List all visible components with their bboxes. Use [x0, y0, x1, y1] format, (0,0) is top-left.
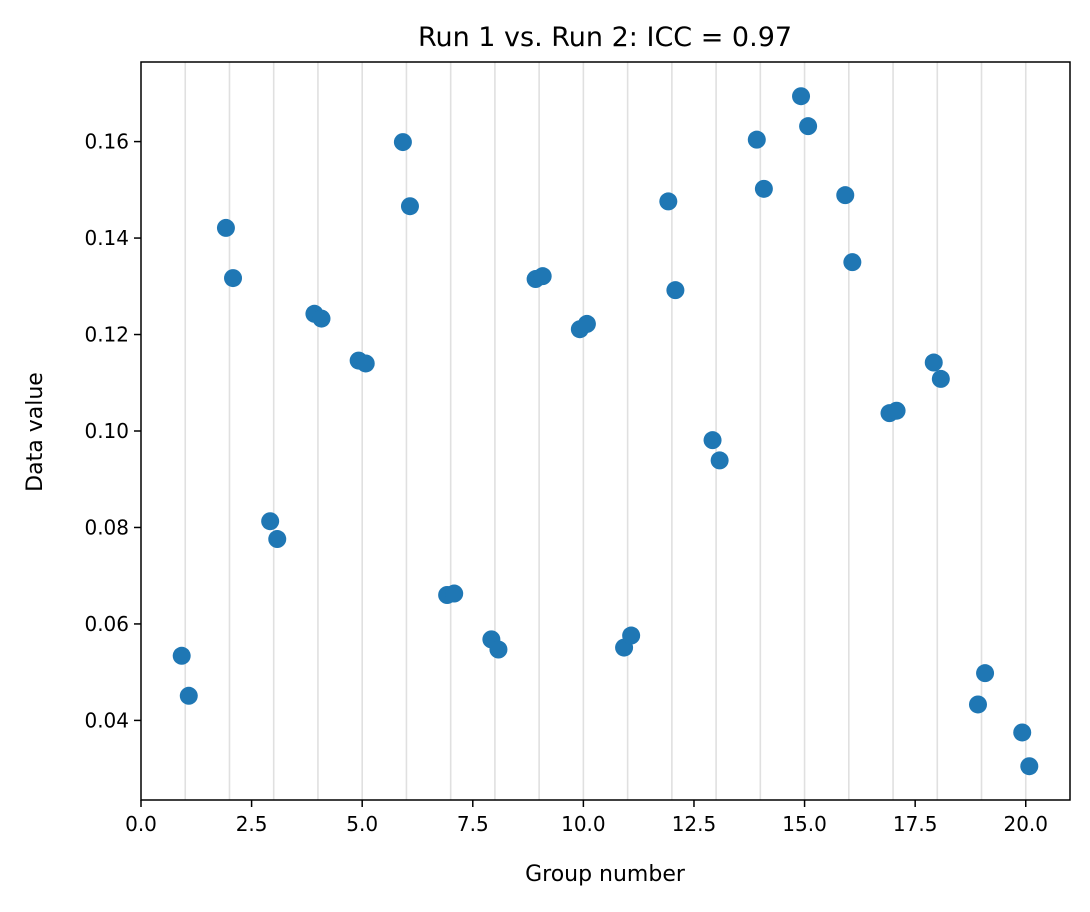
- x-tick-label: 0.0: [125, 812, 157, 836]
- data-point: [836, 186, 855, 205]
- data-point: [268, 530, 287, 549]
- y-tick-label: 0.16: [84, 130, 129, 154]
- data-point: [1013, 723, 1032, 742]
- y-tick-label: 0.08: [84, 515, 129, 539]
- x-tick-label: 5.0: [346, 812, 378, 836]
- data-point: [924, 353, 943, 372]
- data-point: [224, 269, 243, 288]
- data-point: [356, 354, 375, 373]
- x-tick-label: 17.5: [893, 812, 938, 836]
- data-point: [799, 117, 818, 136]
- data-point: [445, 584, 464, 603]
- data-point: [1020, 757, 1039, 776]
- data-point: [754, 179, 773, 198]
- data-point: [489, 640, 508, 659]
- x-tick-label: 20.0: [1003, 812, 1048, 836]
- data-point: [216, 218, 235, 237]
- gridlines: [184, 62, 1027, 800]
- data-point: [747, 130, 766, 149]
- data-point: [931, 369, 950, 388]
- x-axis-ticks: 0.0 2.5 5.0 7.5 10.0 12.5 15.0 17.5 20.0: [125, 800, 1048, 836]
- chart-title: Run 1 vs. Run 2: ICC = 0.97: [418, 22, 792, 53]
- data-point: [312, 309, 331, 328]
- y-tick-label: 0.12: [84, 323, 129, 347]
- data-point: [666, 281, 685, 300]
- x-tick-label: 2.5: [236, 812, 268, 836]
- data-point: [976, 664, 995, 683]
- x-axis-label: Group number: [525, 862, 686, 887]
- data-point: [792, 87, 811, 106]
- y-tick-label: 0.04: [84, 708, 129, 732]
- data-point: [710, 451, 729, 470]
- y-axis-label: Data value: [23, 372, 48, 492]
- y-tick-label: 0.06: [84, 612, 129, 636]
- data-point: [968, 695, 987, 714]
- data-point: [659, 192, 678, 211]
- y-tick-label: 0.14: [84, 226, 129, 250]
- data-point: [622, 626, 641, 645]
- data-point: [172, 646, 191, 665]
- data-point: [400, 197, 419, 216]
- y-tick-label: 0.10: [84, 419, 129, 443]
- x-tick-label: 15.0: [782, 812, 827, 836]
- data-point: [533, 267, 552, 286]
- data-point: [393, 133, 412, 152]
- x-tick-label: 7.5: [457, 812, 489, 836]
- data-point: [887, 401, 906, 420]
- data-points: [172, 87, 1039, 776]
- x-tick-label: 10.0: [561, 812, 606, 836]
- data-point: [703, 431, 722, 450]
- data-point: [261, 512, 280, 531]
- data-point: [577, 314, 596, 333]
- data-point: [179, 686, 198, 705]
- x-tick-label: 12.5: [672, 812, 717, 836]
- data-point: [843, 253, 862, 272]
- y-axis-ticks: 0.04 0.06 0.08 0.10 0.12 0.14 0.16: [84, 130, 141, 732]
